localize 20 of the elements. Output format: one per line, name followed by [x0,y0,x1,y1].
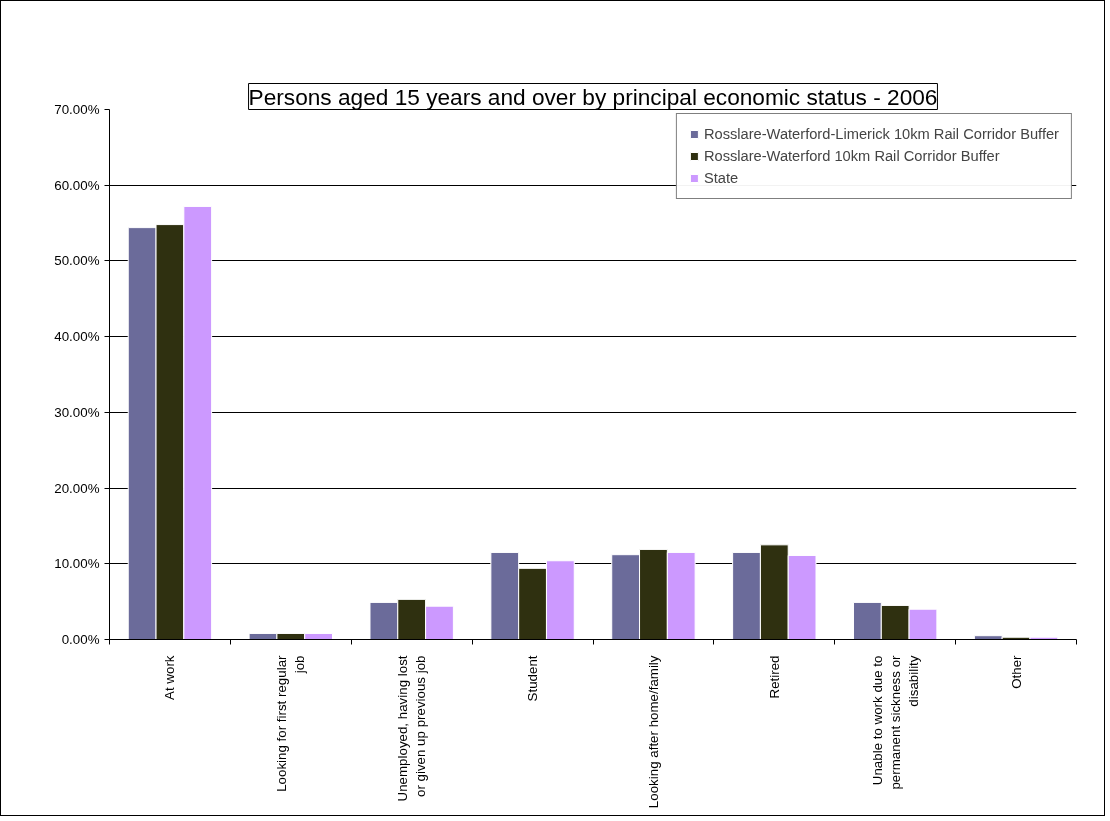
x-tick-label: Unable to work due to permanent sickness or disability [869,654,921,790]
y-tick-label: 60.00% [54,177,100,193]
y-tick-label: 50.00% [54,253,100,269]
x-tick-label: Looking for first regular job [274,654,308,792]
legend-label: State [703,170,739,186]
x-tick-label: Looking after home/family [645,655,661,809]
chart-title: Persons aged 15 years and over by principal economic status - 2006 [248,83,938,110]
x-tick-label: Other [1008,654,1024,689]
y-tick-label: 70.00% [54,102,100,117]
legend-label: Rosslare-Waterford-Limerick 10km Rail Corridor Buffer [703,126,1059,142]
x-tick-label: Retired [766,655,782,699]
y-tick-label: 30.00% [54,404,100,420]
x-tick-label: At work [162,655,178,700]
y-tick-label: 20.00% [54,480,100,496]
x-tick-label: Student [525,655,541,702]
y-tick-label: 40.00% [54,329,100,345]
y-tick-label: 0.00% [61,632,100,647]
legend-label: Rosslare-Waterford 10km Rail Corridor Buffer [703,148,1000,164]
y-tick-label: 10.00% [54,556,100,572]
x-tick-label: Unemployed, having lost or given up previous job [395,655,429,802]
